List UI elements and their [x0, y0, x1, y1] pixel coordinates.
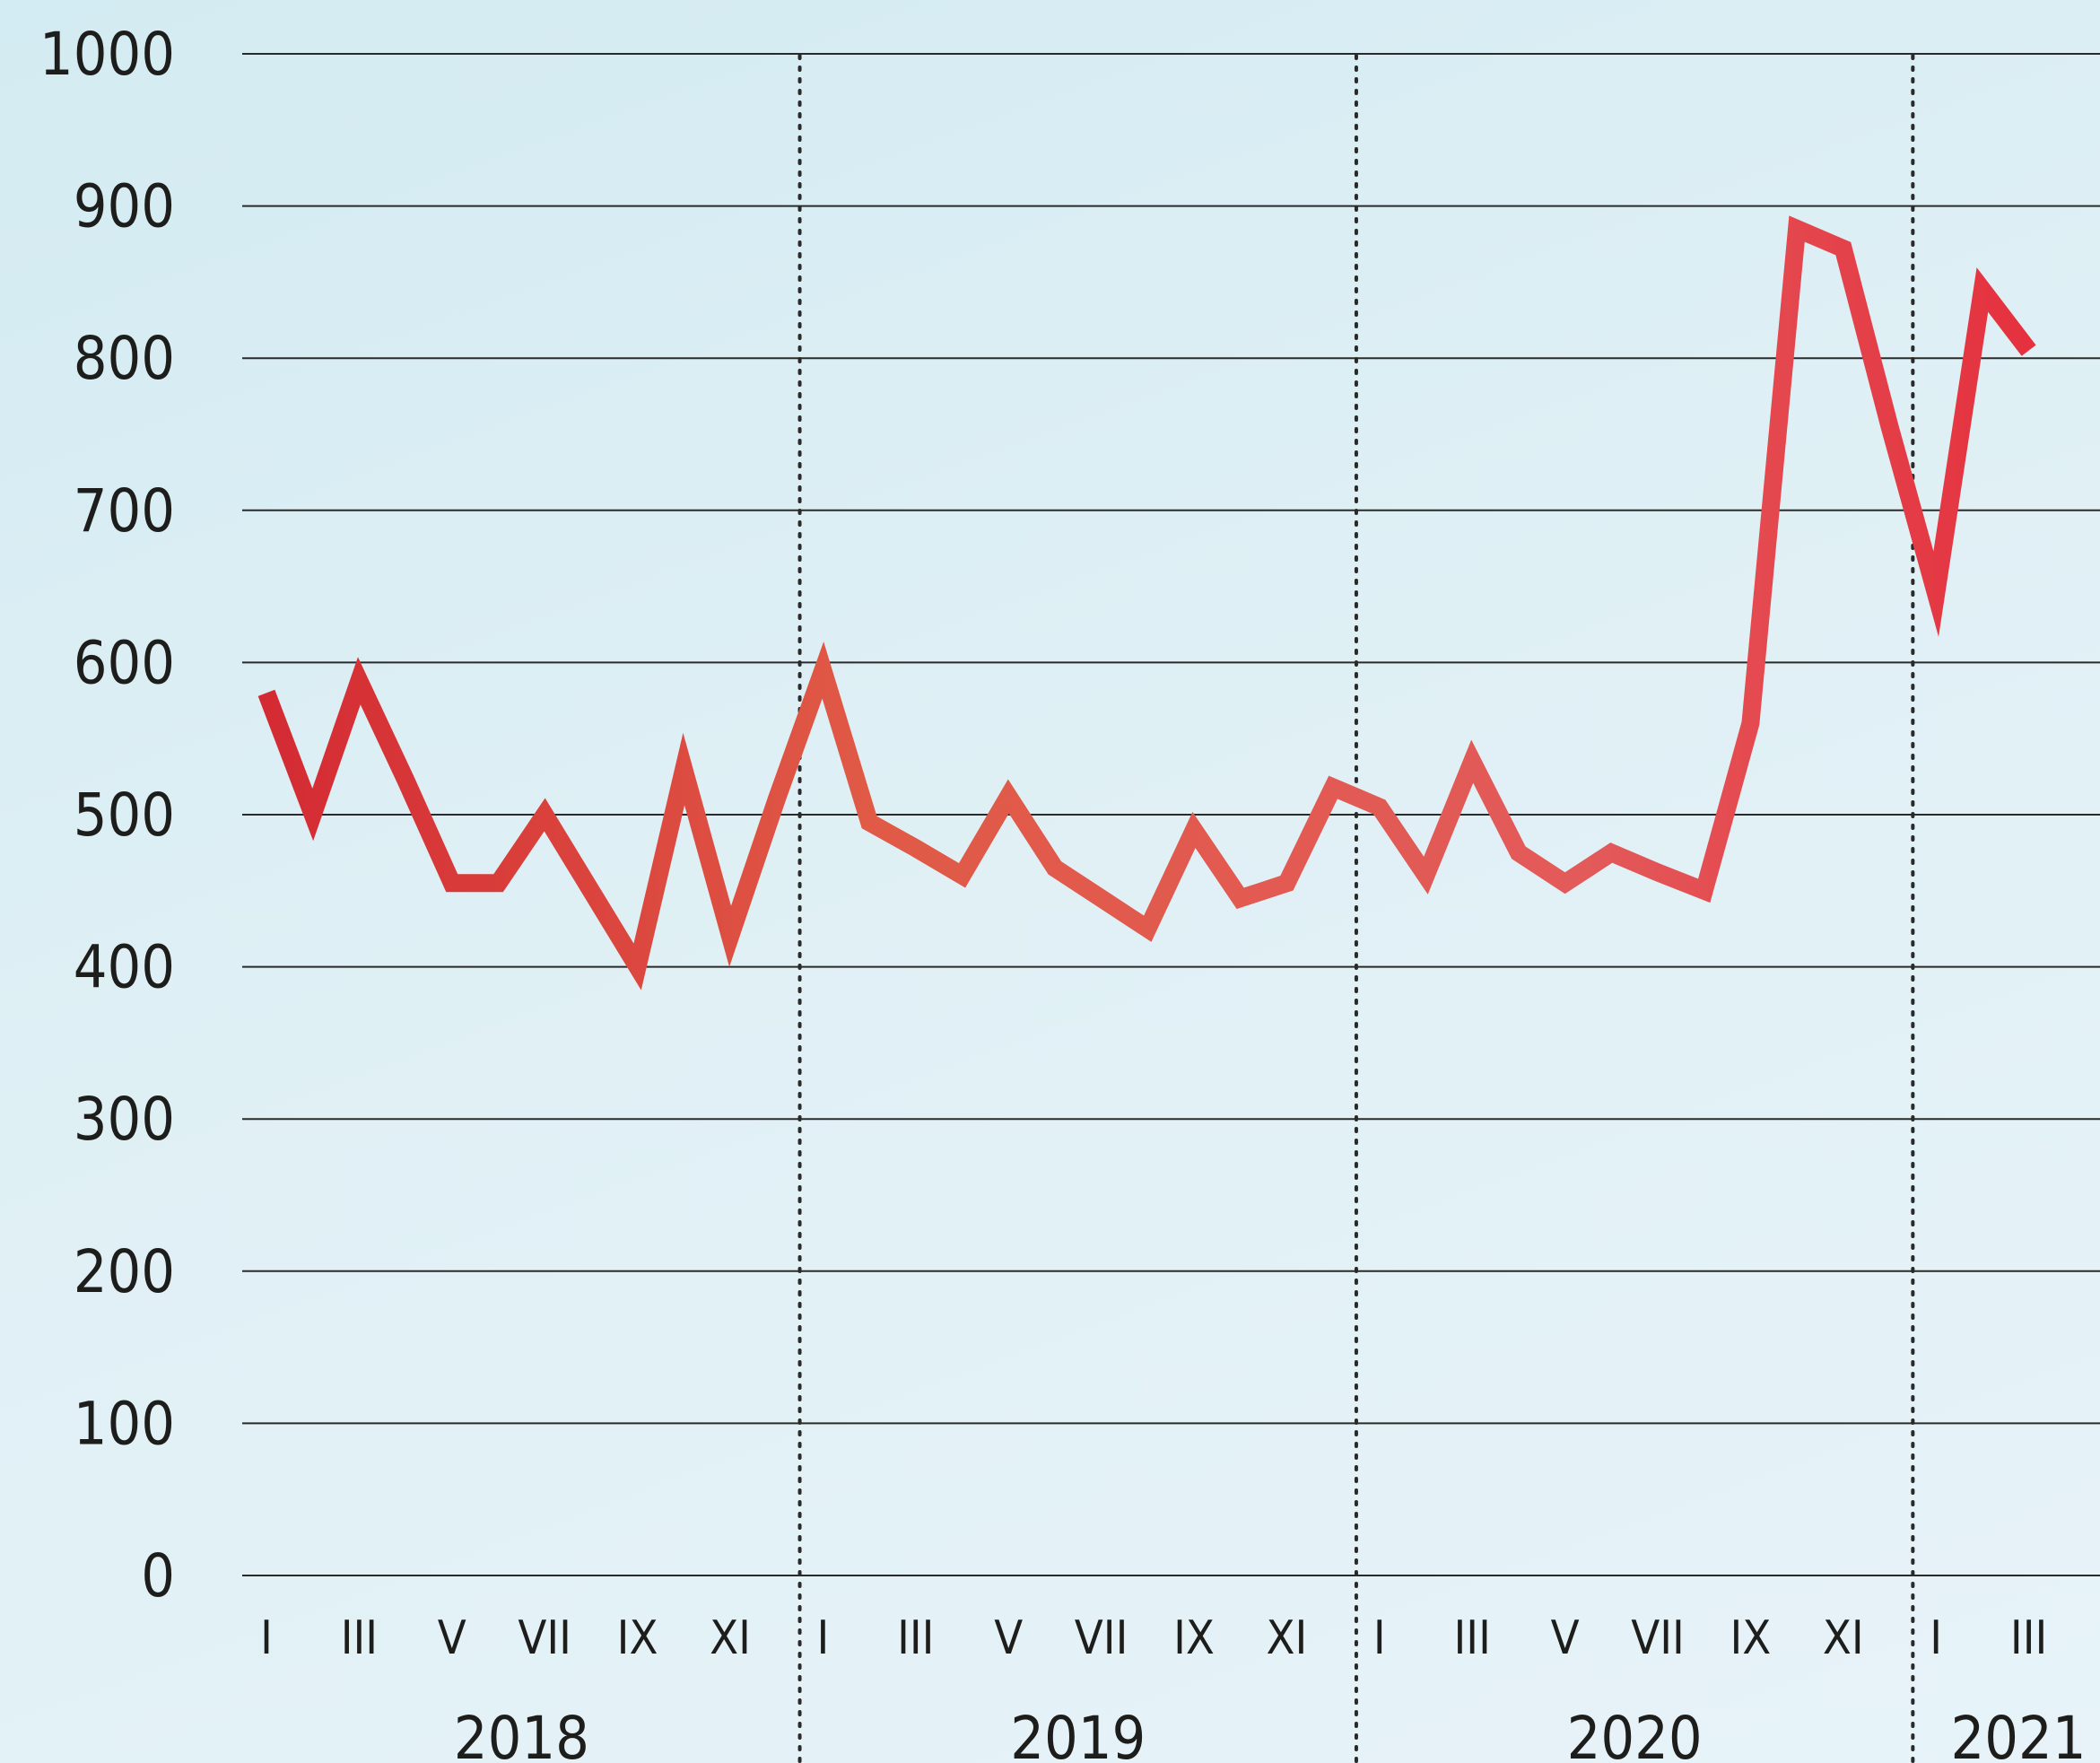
x-tick-label: IX — [1173, 1611, 1215, 1665]
year-separators — [797, 54, 1915, 1763]
y-tick-label: 1000 — [39, 20, 175, 89]
x-tick-label: IX — [617, 1611, 658, 1665]
x-tick-label: XI — [710, 1611, 751, 1665]
series-group — [257, 215, 2036, 991]
y-tick-label: 200 — [74, 1237, 175, 1306]
x-tick-label: I — [817, 1611, 830, 1665]
y-tick-label: 700 — [74, 476, 175, 545]
x-tick-label: III — [1454, 1611, 1491, 1665]
year-label: 2019 — [1010, 1704, 1146, 1763]
y-tick-label: 800 — [74, 324, 175, 393]
x-tick-label: XI — [1266, 1611, 1307, 1665]
y-tick-label: 400 — [74, 933, 175, 1002]
y-tick-label: 0 — [141, 1541, 175, 1610]
x-tick-label: III — [341, 1611, 378, 1665]
x-tick-label: I — [260, 1611, 273, 1665]
y-tick-label: 600 — [74, 628, 175, 697]
x-tick-label: VII — [1075, 1611, 1128, 1665]
series-line — [257, 215, 2036, 991]
x-tick-label: I — [1373, 1611, 1386, 1665]
x-tick-label: IX — [1730, 1611, 1771, 1665]
gridlines — [242, 53, 2100, 1576]
x-tick-label: I — [1930, 1611, 1942, 1665]
x-tick-label: XI — [1823, 1611, 1864, 1665]
y-tick-label: 500 — [74, 781, 175, 850]
x-tick-label: III — [897, 1611, 934, 1665]
x-tick-label: III — [2010, 1611, 2047, 1665]
year-label: 2020 — [1567, 1704, 1703, 1763]
x-axis: I III V VII IX XI I III V VII IX XI I III V VII IX XI I III… — [260, 1611, 2086, 1763]
x-tick-label: V — [994, 1611, 1023, 1665]
x-tick-label: VII — [1631, 1611, 1685, 1665]
year-label: 2018 — [454, 1704, 589, 1763]
x-tick-label: V — [438, 1611, 466, 1665]
year-label: 2021 — [1950, 1704, 2086, 1763]
y-axis: 0 100 200 300 400 500 600 700 800 900 1000 — [39, 20, 175, 1610]
y-tick-label: 900 — [74, 172, 175, 241]
y-tick-label: 300 — [74, 1085, 175, 1154]
y-tick-label: 100 — [74, 1389, 175, 1458]
x-tick-label: V — [1551, 1611, 1580, 1665]
x-tick-label: VII — [518, 1611, 571, 1665]
